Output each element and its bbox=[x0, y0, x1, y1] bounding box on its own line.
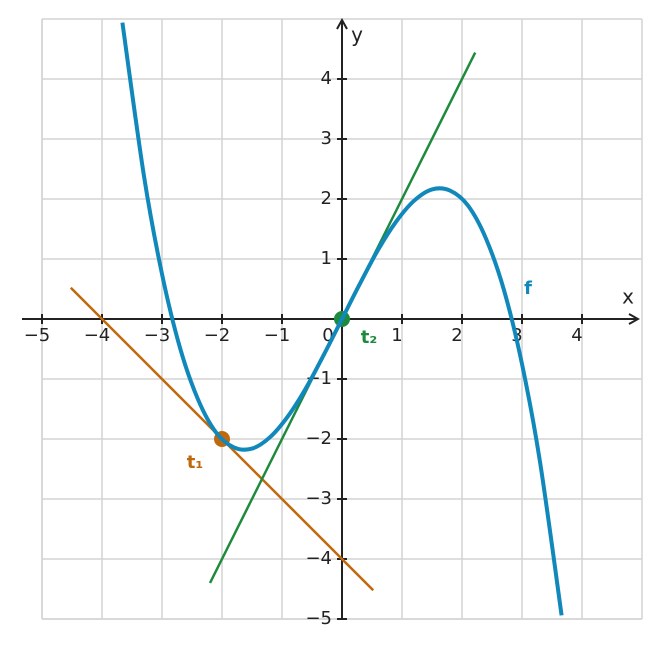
series-label: t₂ bbox=[361, 327, 378, 348]
x-tick-label: −1 bbox=[264, 325, 291, 346]
x-tick-label: −3 bbox=[144, 325, 171, 346]
curve bbox=[120, 22, 564, 616]
x-axis-label: x bbox=[622, 285, 634, 309]
series-label: f bbox=[524, 278, 532, 299]
x-tick-label: −2 bbox=[204, 325, 231, 346]
y-tick-label: −4 bbox=[305, 548, 332, 569]
y-tick-label: 3 bbox=[321, 128, 332, 149]
x-tick-label: 0 bbox=[322, 325, 333, 346]
y-tick-label: 2 bbox=[321, 188, 332, 209]
x-tick-label: −5 bbox=[24, 325, 51, 346]
x-tick-label: 1 bbox=[391, 325, 402, 346]
x-tick-label: −4 bbox=[84, 325, 111, 346]
x-tick-label: 2 bbox=[451, 325, 462, 346]
y-axis-label: y bbox=[351, 23, 363, 47]
y-tick-label: −2 bbox=[305, 428, 332, 449]
y-tick-label: −5 bbox=[305, 608, 332, 629]
series-label: t₁ bbox=[187, 452, 204, 473]
y-tick-label: −3 bbox=[305, 488, 332, 509]
y-tick-label: 4 bbox=[321, 68, 332, 89]
y-tick-label: 1 bbox=[321, 248, 332, 269]
x-tick-label: 4 bbox=[571, 325, 582, 346]
